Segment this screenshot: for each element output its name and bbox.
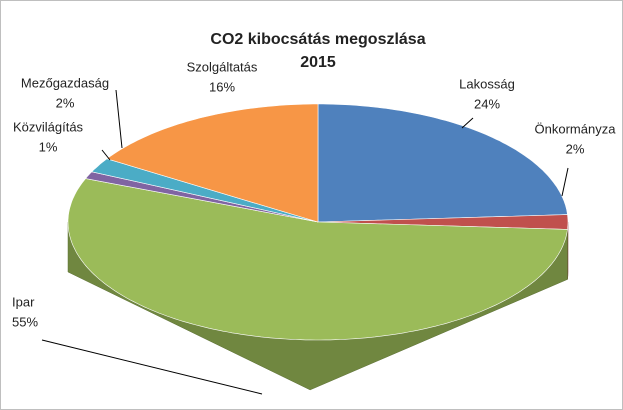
category-label: Mezőgazdaság [21, 75, 109, 90]
slice [317, 214, 569, 230]
slice [91, 158, 319, 223]
value-label: 2% [566, 141, 585, 156]
category-label: Közvilágítás [13, 119, 84, 134]
category-label: Ipar [12, 294, 35, 309]
leader-line [41, 339, 263, 395]
category-label: Szolgáltatás [187, 59, 258, 74]
leader-line [115, 89, 123, 149]
chart-title: CO2 kibocsátás megoszlása [210, 31, 425, 48]
slice [67, 178, 568, 341]
value-label: 1% [39, 139, 58, 154]
value-label: 16% [209, 79, 235, 94]
value-label: 24% [474, 96, 500, 111]
category-label: Lakosság [459, 76, 515, 91]
category-label: Önkormányza [535, 121, 617, 136]
slice [106, 103, 319, 223]
chart-subtitle: 2015 [300, 54, 336, 71]
slice [317, 103, 568, 223]
value-label: 2% [56, 95, 75, 110]
leader-line [101, 149, 111, 161]
leader-line [561, 167, 569, 197]
value-label: 55% [12, 314, 38, 329]
leader-line [461, 117, 474, 129]
